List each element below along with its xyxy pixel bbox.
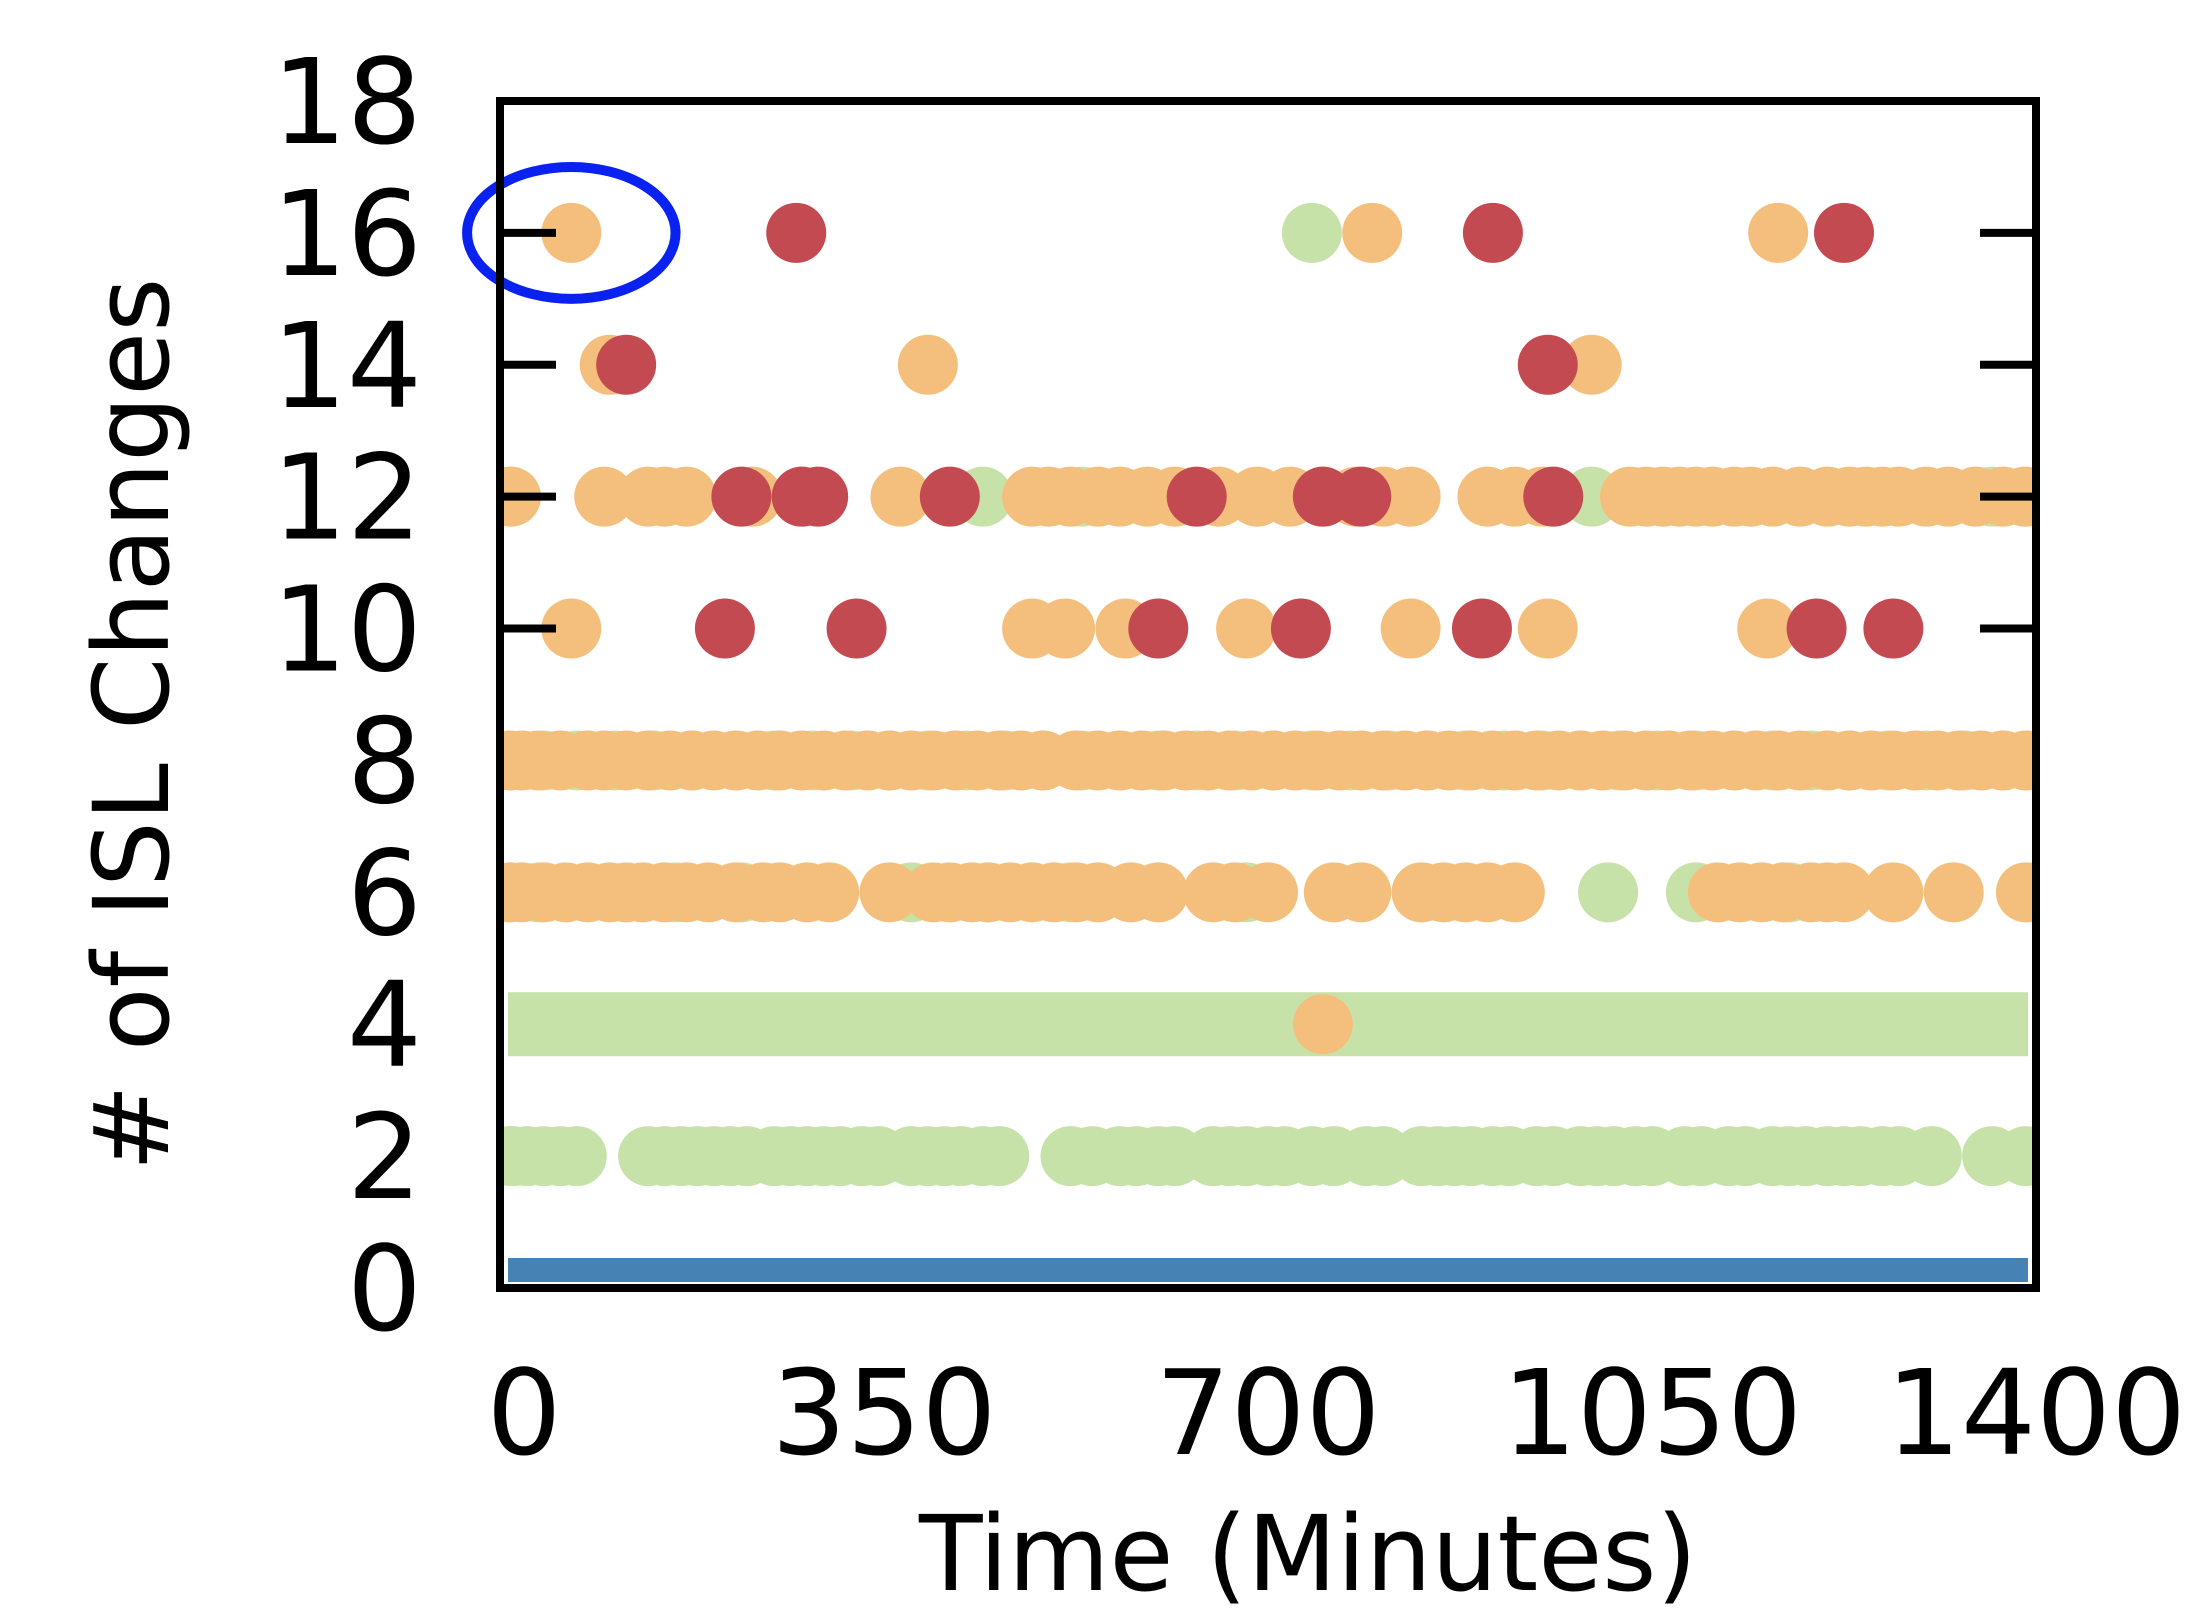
y-tick-label-4: 4 bbox=[347, 956, 422, 1094]
point-orange-124 bbox=[1517, 598, 1578, 659]
point-orange-46 bbox=[1923, 862, 1984, 923]
point-orange-27 bbox=[1128, 862, 1189, 923]
x-tick-label-1050: 1050 bbox=[1502, 1344, 1802, 1482]
y-tick-label-10: 10 bbox=[272, 561, 422, 699]
x-axis-title: Time (Minutes) bbox=[918, 1493, 1697, 1610]
point-red-17 bbox=[766, 202, 827, 263]
y-tick-label-0: 0 bbox=[347, 1220, 422, 1358]
point-orange-177 bbox=[1748, 202, 1809, 263]
highlight-ellipse bbox=[462, 161, 681, 304]
point-red-11 bbox=[1166, 466, 1227, 527]
band-blue-0 bbox=[508, 1258, 2028, 1282]
point-red-5 bbox=[1786, 598, 1847, 659]
point-orange-15 bbox=[799, 862, 860, 923]
point-red-16 bbox=[1517, 334, 1578, 395]
point-red-1 bbox=[826, 598, 887, 659]
point-red-10 bbox=[919, 466, 980, 527]
point-green-66 bbox=[1901, 1126, 1962, 1187]
point-orange-117 bbox=[1996, 730, 2036, 791]
point-red-7 bbox=[711, 466, 772, 527]
x-tick-label-700: 700 bbox=[1155, 1344, 1380, 1482]
point-orange-122 bbox=[1216, 598, 1277, 659]
point-orange-37 bbox=[1484, 862, 1545, 923]
point-orange-44 bbox=[1814, 862, 1874, 923]
y-axis-title: # of ISL Changes bbox=[71, 278, 193, 1172]
point-orange-123 bbox=[1380, 598, 1441, 659]
point-orange-47 bbox=[1996, 862, 2036, 923]
point-red-9 bbox=[788, 466, 849, 527]
point-orange-147 bbox=[1380, 466, 1441, 527]
y-tick-label-14: 14 bbox=[272, 297, 422, 435]
point-orange-45 bbox=[1863, 862, 1924, 923]
tick-layer bbox=[500, 228, 2036, 633]
point-red-3 bbox=[1270, 598, 1331, 659]
y-tick-label-6: 6 bbox=[347, 824, 422, 962]
point-orange-172 bbox=[897, 334, 958, 395]
point-green-25 bbox=[969, 1126, 1030, 1187]
point-green-68 bbox=[1996, 1126, 2036, 1187]
point-red-6 bbox=[1863, 598, 1924, 659]
point-orange-176 bbox=[1342, 202, 1403, 263]
point-green-78 bbox=[1578, 862, 1639, 923]
x-tick-label-0: 0 bbox=[486, 1344, 561, 1482]
point-red-0 bbox=[694, 598, 755, 659]
y-tick-label-2: 2 bbox=[347, 1088, 422, 1226]
point-orange-173 bbox=[1561, 334, 1622, 395]
point-orange-130 bbox=[656, 466, 717, 527]
band-layer bbox=[508, 992, 2028, 1282]
point-orange-32 bbox=[1331, 862, 1392, 923]
point-orange-30 bbox=[1238, 862, 1298, 923]
x-tick-label-1400: 1400 bbox=[1886, 1344, 2186, 1482]
point-red-14 bbox=[1523, 466, 1584, 527]
y-tick-label-12: 12 bbox=[272, 429, 422, 567]
point-orange-16 bbox=[859, 862, 920, 923]
point-orange-175 bbox=[541, 202, 602, 263]
point-green-129 bbox=[1281, 202, 1342, 263]
point-orange-120 bbox=[1035, 598, 1096, 659]
y-tick-label-18: 18 bbox=[272, 33, 422, 171]
point-red-19 bbox=[1814, 202, 1874, 263]
plot-frame bbox=[496, 97, 2040, 1292]
point-orange-127 bbox=[574, 466, 635, 527]
y-tick-label-16: 16 bbox=[272, 165, 422, 303]
point-red-18 bbox=[1462, 202, 1523, 263]
x-tick-label-350: 350 bbox=[771, 1344, 996, 1482]
point-orange-133 bbox=[870, 466, 931, 527]
point-red-15 bbox=[596, 334, 657, 395]
highlight-layer bbox=[462, 161, 681, 304]
point-layer bbox=[500, 202, 2036, 1187]
point-green-5 bbox=[546, 1126, 607, 1187]
point-orange-125 bbox=[1737, 598, 1798, 659]
point-orange-118 bbox=[541, 598, 602, 659]
point-red-13 bbox=[1331, 466, 1392, 527]
y-tick-label-8: 8 bbox=[347, 692, 422, 830]
band-green-1 bbox=[508, 992, 2028, 1057]
point-orange-174 bbox=[1292, 994, 1353, 1055]
point-red-4 bbox=[1451, 598, 1512, 659]
point-red-2 bbox=[1128, 598, 1189, 659]
